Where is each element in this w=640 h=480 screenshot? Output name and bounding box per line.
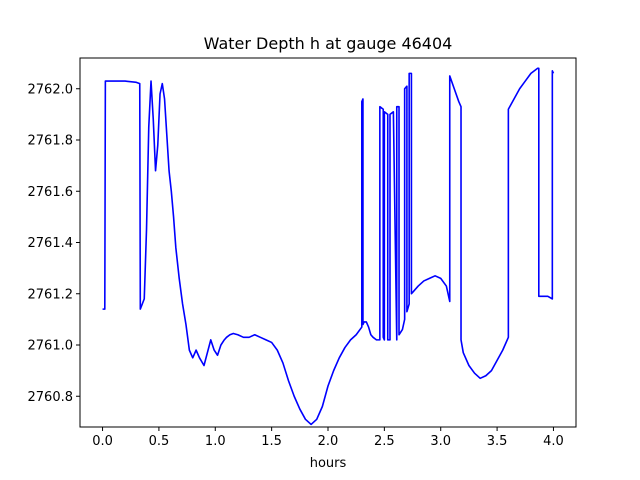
y-tick-label: 2761.2: [28, 287, 74, 302]
x-tick-label: 4.0: [543, 434, 564, 449]
x-axis-label: hours: [310, 456, 347, 471]
y-tick-label: 2761.6: [28, 185, 74, 200]
y-tick-label: 2761.8: [28, 134, 74, 149]
x-tick-label: 0.5: [149, 434, 170, 449]
x-tick-label: 1.5: [261, 434, 282, 449]
series-line-0: [102, 67, 555, 426]
chart-title: Water Depth h at gauge 46404: [204, 34, 453, 53]
x-tick-label: 3.5: [487, 434, 508, 449]
x-tick-label: 0.0: [92, 434, 113, 449]
x-tick-label: 1.0: [205, 434, 226, 449]
y-tick-label: 2761.0: [28, 339, 74, 354]
x-axis-ticks: 0.0 0.5 1.0 1.5 2.0 2.5 3.0 3.5 4.0: [92, 427, 564, 449]
y-tick-label: 2761.4: [28, 236, 74, 251]
y-tick-label: 2762.0: [28, 82, 74, 97]
x-tick-label: 2.5: [374, 434, 395, 449]
plot-series-group: [102, 67, 555, 426]
x-tick-label: 2.0: [318, 434, 339, 449]
plot-area-frame: [79, 57, 577, 428]
y-axis-ticks: 2760.8 2761.0 2761.2 2761.4 2761.6 2761.8 2762…: [28, 82, 80, 405]
x-tick-label: 3.0: [430, 434, 451, 449]
y-tick-label: 2760.8: [28, 390, 74, 405]
